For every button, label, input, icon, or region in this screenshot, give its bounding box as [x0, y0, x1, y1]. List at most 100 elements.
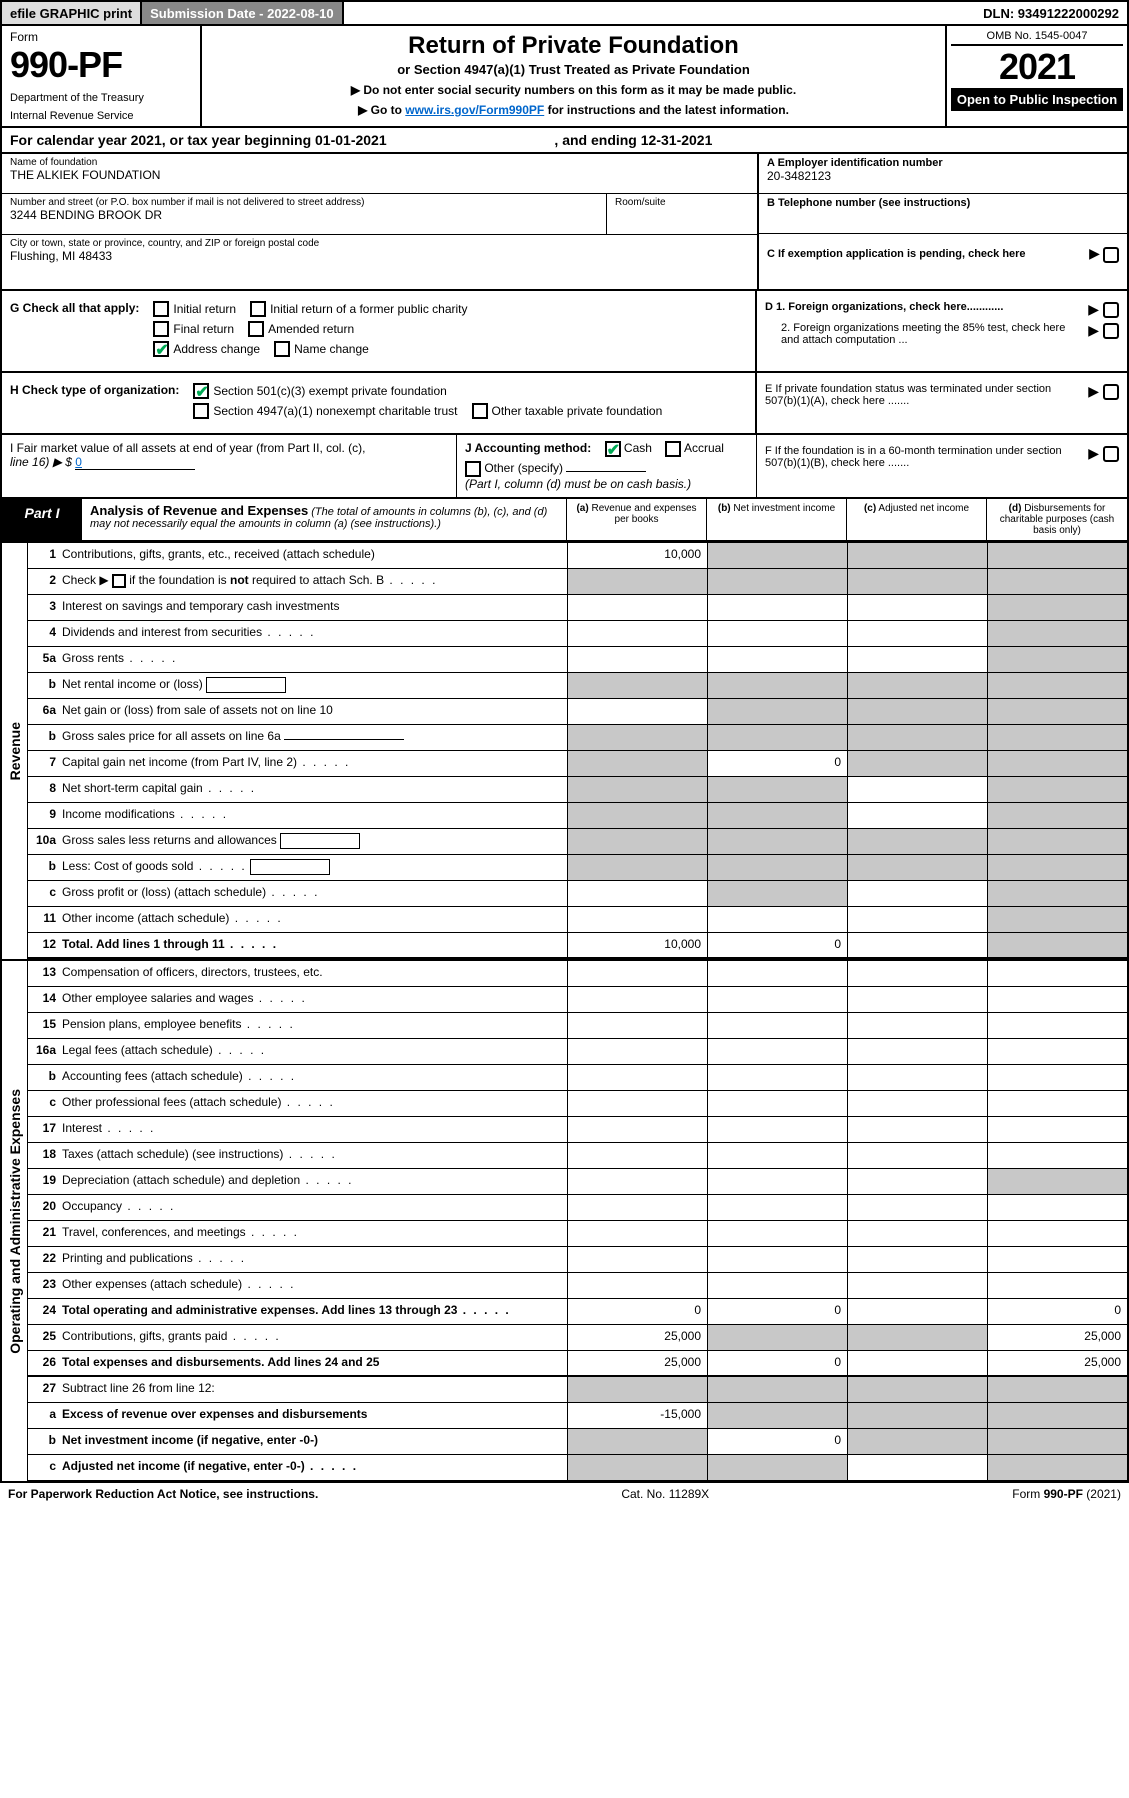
- line-num: 14: [28, 987, 62, 1012]
- g-checkbox-1[interactable]: [250, 301, 266, 317]
- line-19: 19Depreciation (attach schedule) and dep…: [28, 1169, 1127, 1195]
- instructions-link[interactable]: www.irs.gov/Form990PF: [405, 103, 544, 117]
- cell-a: [567, 751, 707, 776]
- line-desc: Compensation of officers, directors, tru…: [62, 961, 567, 986]
- j-other-label: Other (specify): [484, 461, 563, 475]
- cell-d: [987, 725, 1127, 750]
- entity-left: Name of foundation THE ALKIEK FOUNDATION…: [2, 154, 757, 289]
- inline-amount-line[interactable]: [284, 739, 404, 740]
- cell-d: [987, 1429, 1127, 1454]
- d2-checkbox[interactable]: [1103, 323, 1119, 339]
- g-block: G Check all that apply: Initial returnIn…: [2, 291, 757, 371]
- cell-c: [847, 699, 987, 724]
- line-b: bLess: Cost of goods sold: [28, 855, 1127, 881]
- cell-a: [567, 725, 707, 750]
- cell-c: [847, 1325, 987, 1350]
- inline-amount-box[interactable]: [250, 859, 330, 875]
- h-checkbox-1[interactable]: [193, 403, 209, 419]
- h-checkbox-2[interactable]: [472, 403, 488, 419]
- cell-d: 25,000: [987, 1325, 1127, 1350]
- inline-amount-box[interactable]: [280, 833, 360, 849]
- entity-right: A Employer identification number 20-3482…: [757, 154, 1127, 289]
- cell-c: [847, 1039, 987, 1064]
- e-label: E If private foundation status was termi…: [765, 383, 1088, 407]
- cell-b: [707, 647, 847, 672]
- h-checkbox-0[interactable]: [193, 383, 209, 399]
- line-desc: Subtract line 26 from line 12:: [62, 1377, 567, 1402]
- line-desc: Other employee salaries and wages: [62, 987, 567, 1012]
- d1-checkbox[interactable]: [1103, 302, 1119, 318]
- j-head: J Accounting method:: [465, 441, 591, 455]
- cell-a: [567, 881, 707, 906]
- line-num: 27: [28, 1377, 62, 1402]
- cell-b: [707, 803, 847, 828]
- cell-c: [847, 803, 987, 828]
- line-11: 11Other income (attach schedule): [28, 907, 1127, 933]
- j-other-checkbox[interactable]: [465, 461, 481, 477]
- i-label-1: I Fair market value of all assets at end…: [10, 441, 448, 455]
- cell-b: [707, 1325, 847, 1350]
- g-checkbox-2[interactable]: [153, 321, 169, 337]
- line-desc: Interest on savings and temporary cash i…: [62, 595, 567, 620]
- schb-checkbox[interactable]: [112, 574, 126, 588]
- cell-b: [707, 907, 847, 932]
- f-block: F If the foundation is in a 60-month ter…: [757, 435, 1127, 497]
- h-item-2: Other taxable private foundation: [472, 403, 663, 419]
- line-desc: Gross sales less returns and allowances: [62, 829, 567, 854]
- cell-b: [707, 1117, 847, 1142]
- cell-b: 0: [707, 1429, 847, 1454]
- i-value-link[interactable]: 0: [75, 455, 82, 469]
- g-checkbox-3[interactable]: [248, 321, 264, 337]
- cell-d: [987, 1273, 1127, 1298]
- g-checkbox-0[interactable]: [153, 301, 169, 317]
- cell-d: [987, 803, 1127, 828]
- ein-row: A Employer identification number 20-3482…: [759, 154, 1127, 194]
- line-20: 20Occupancy: [28, 1195, 1127, 1221]
- j-cash-checkbox[interactable]: [605, 441, 621, 457]
- cell-c: [847, 569, 987, 594]
- line-num: 13: [28, 961, 62, 986]
- j-accrual-checkbox[interactable]: [665, 441, 681, 457]
- yl-end: 12-31-2021: [641, 132, 713, 148]
- line-17: 17Interest: [28, 1117, 1127, 1143]
- part1-desc: Analysis of Revenue and Expenses (The to…: [82, 499, 567, 540]
- line-desc: Income modifications: [62, 803, 567, 828]
- g-checkbox-5[interactable]: [274, 341, 290, 357]
- line-num: b: [28, 673, 62, 698]
- cell-b: [707, 1455, 847, 1480]
- f-label: F If the foundation is in a 60-month ter…: [765, 445, 1088, 469]
- c-checkbox[interactable]: [1103, 247, 1119, 263]
- line-22: 22Printing and publications: [28, 1247, 1127, 1273]
- line-c: cAdjusted net income (if negative, enter…: [28, 1455, 1127, 1481]
- line-2: 2Check ▶ if the foundation is not requir…: [28, 569, 1127, 595]
- cell-b: [707, 725, 847, 750]
- cell-b: [707, 595, 847, 620]
- expenses-section: Operating and Administrative Expenses 13…: [2, 959, 1127, 1481]
- form-title: Return of Private Foundation: [212, 32, 935, 60]
- line-desc: Other expenses (attach schedule): [62, 1273, 567, 1298]
- line-23: 23Other expenses (attach schedule): [28, 1273, 1127, 1299]
- expenses-side-label: Operating and Administrative Expenses: [2, 961, 28, 1481]
- e-checkbox[interactable]: [1103, 384, 1119, 400]
- line-num: 12: [28, 933, 62, 957]
- phone-label: B Telephone number (see instructions): [767, 197, 1119, 209]
- line-num: 11: [28, 907, 62, 932]
- cell-a: [567, 699, 707, 724]
- cell-a: [567, 1221, 707, 1246]
- g-checkbox-4[interactable]: [153, 341, 169, 357]
- line-b: bAccounting fees (attach schedule): [28, 1065, 1127, 1091]
- cell-d: 0: [987, 1299, 1127, 1324]
- f-checkbox[interactable]: [1103, 446, 1119, 462]
- cell-a: [567, 961, 707, 986]
- h-block: H Check type of organization: Section 50…: [2, 373, 757, 433]
- form-year-block: OMB No. 1545-0047 2021 Open to Public In…: [947, 26, 1127, 126]
- dln: DLN: 93491222000292: [344, 2, 1127, 24]
- inline-amount-box[interactable]: [206, 677, 286, 693]
- line-6a: 6aNet gain or (loss) from sale of assets…: [28, 699, 1127, 725]
- line-num: 2: [28, 569, 62, 594]
- cell-b: [707, 543, 847, 568]
- form-number: 990-PF: [10, 44, 192, 86]
- cell-a: 10,000: [567, 543, 707, 568]
- efile-print[interactable]: efile GRAPHIC print: [2, 2, 142, 24]
- line-num: 22: [28, 1247, 62, 1272]
